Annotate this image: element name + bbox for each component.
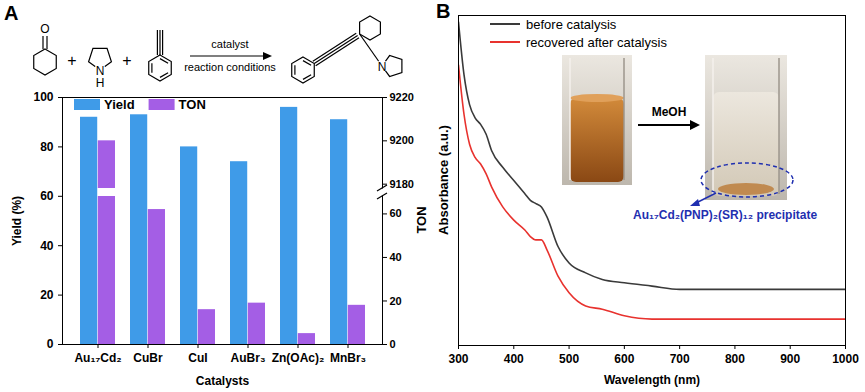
svg-text:900: 900: [780, 352, 800, 366]
svg-text:N: N: [95, 63, 105, 78]
svg-text:700: 700: [670, 352, 690, 366]
svg-text:300: 300: [448, 352, 468, 366]
svg-text:Au₁₇Cd₂(PNP)₂(SR)₁₂ precipitat: Au₁₇Cd₂(PNP)₂(SR)₁₂ precipitate: [633, 208, 817, 222]
svg-text:Yield (%): Yield (%): [10, 196, 24, 246]
svg-text:+: +: [122, 52, 131, 69]
svg-text:60: 60: [40, 189, 54, 203]
svg-text:CuI: CuI: [188, 351, 207, 365]
svg-text:AuBr₃: AuBr₃: [231, 351, 266, 365]
svg-text:H: H: [96, 76, 105, 90]
svg-text:O: O: [40, 22, 49, 36]
svg-text:800: 800: [725, 352, 745, 366]
svg-text:Yield: Yield: [104, 97, 135, 112]
svg-text:0: 0: [47, 337, 54, 351]
svg-text:N: N: [378, 60, 387, 74]
svg-text:400: 400: [504, 352, 524, 366]
svg-text:600: 600: [614, 352, 634, 366]
svg-text:MnBr₃: MnBr₃: [330, 351, 366, 365]
svg-text:40: 40: [390, 251, 402, 263]
svg-text:20: 20: [390, 294, 402, 306]
svg-text:TON: TON: [179, 97, 206, 112]
svg-text:MeOH: MeOH: [652, 105, 687, 119]
svg-text:reaction conditions: reaction conditions: [184, 61, 276, 73]
svg-text:100: 100: [33, 90, 53, 104]
svg-text:60: 60: [390, 207, 402, 219]
svg-text:Au₁₇Cd₂: Au₁₇Cd₂: [74, 351, 121, 365]
svg-text:B: B: [436, 0, 450, 22]
svg-text:9200: 9200: [390, 134, 414, 146]
svg-text:recovered after catalysis: recovered after catalysis: [526, 35, 667, 50]
svg-text:80: 80: [40, 140, 54, 154]
svg-text:Absorbance (a.u.): Absorbance (a.u.): [436, 125, 451, 235]
svg-text:catalyst: catalyst: [211, 38, 248, 50]
svg-text:9180: 9180: [390, 178, 414, 190]
svg-text:TON: TON: [414, 206, 429, 233]
svg-text:Catalysts: Catalysts: [196, 374, 250, 388]
svg-text:before catalysis: before catalysis: [526, 17, 617, 32]
svg-text:CuBr: CuBr: [133, 351, 163, 365]
svg-text:A: A: [4, 2, 18, 24]
svg-text:0: 0: [390, 338, 396, 350]
svg-text:500: 500: [559, 352, 579, 366]
svg-text:40: 40: [40, 239, 54, 253]
svg-text:20: 20: [40, 288, 54, 302]
svg-text:Zn(OAc)₂: Zn(OAc)₂: [272, 351, 325, 365]
svg-text:1000: 1000: [832, 352, 859, 366]
svg-text:9220: 9220: [390, 91, 414, 103]
svg-text:+: +: [67, 52, 76, 69]
svg-text:Wavelength (nm): Wavelength (nm): [604, 373, 700, 387]
